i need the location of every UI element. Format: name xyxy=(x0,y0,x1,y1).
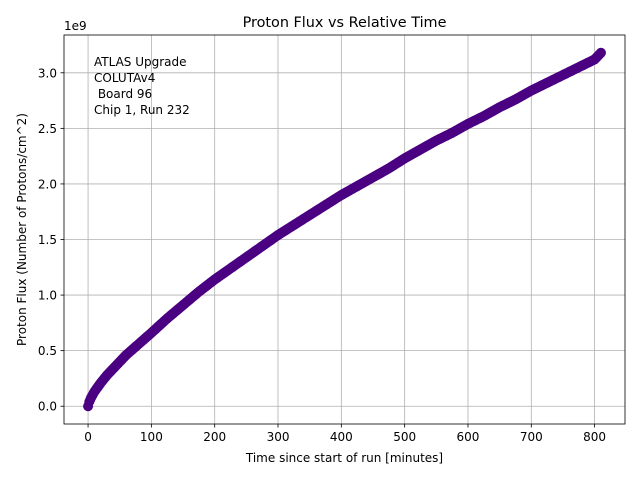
x-tick-label: 700 xyxy=(520,430,543,444)
x-tick-label: 300 xyxy=(267,430,290,444)
y-offset-label: 1e9 xyxy=(64,19,87,33)
x-tick-label: 100 xyxy=(140,430,163,444)
annotation-line-4: Chip 1, Run 232 xyxy=(94,103,190,117)
x-axis-label: Time since start of run [minutes] xyxy=(245,451,443,465)
annotation: ATLAS Upgrade COLUTAv4 Board 96 Chip 1, … xyxy=(94,55,190,117)
y-tick-label: 0.5 xyxy=(38,344,57,358)
y-axis-label: Proton Flux (Number of Protons/cm^2) xyxy=(15,113,29,346)
y-tick-label: 2.5 xyxy=(38,122,57,136)
grid xyxy=(64,35,625,424)
y-tick-label: 1.5 xyxy=(38,233,57,247)
chart-title: Proton Flux vs Relative Time xyxy=(243,15,447,31)
ticks: 0 100 200 300 400 500 600 700 800 0.0 0.5 1.0 1.5 2.0… xyxy=(38,66,606,444)
y-tick-label: 2.0 xyxy=(38,177,57,191)
x-tick-label: 200 xyxy=(203,430,226,444)
x-tick-label: 500 xyxy=(393,430,416,444)
x-tick-label: 800 xyxy=(583,430,606,444)
plot-frame xyxy=(63,34,626,425)
y-tick-label: 1.0 xyxy=(38,289,57,303)
annotation-line-1: ATLAS Upgrade xyxy=(94,55,187,69)
data-series xyxy=(83,47,606,412)
annotation-line-3: Board 96 xyxy=(94,87,152,101)
data-point xyxy=(595,47,606,58)
x-tick-label: 400 xyxy=(330,430,353,444)
annotation-line-2: COLUTAv4 xyxy=(94,71,155,85)
y-tick-label: 3.0 xyxy=(38,66,57,80)
x-tick-label: 0 xyxy=(84,430,92,444)
y-tick-label: 0.0 xyxy=(38,400,57,414)
x-tick-label: 600 xyxy=(457,430,480,444)
